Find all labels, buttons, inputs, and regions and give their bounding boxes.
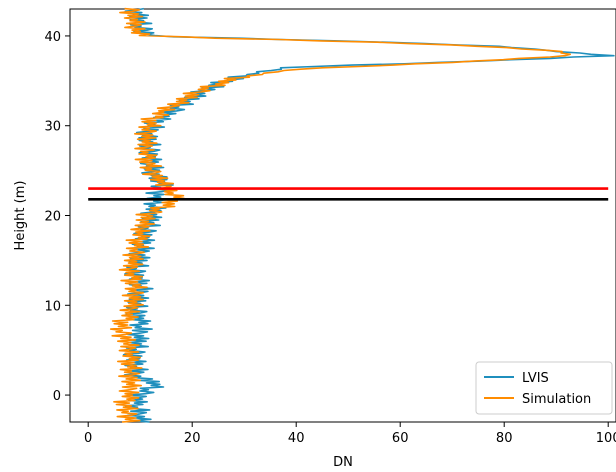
x-tick-label: 100 — [596, 431, 616, 446]
y-tick-label: 0 — [53, 389, 61, 404]
x-tick-label: 0 — [84, 431, 92, 446]
legend-box — [475, 361, 613, 415]
x-tick-label: 80 — [496, 431, 513, 446]
x-axis-label: DN — [333, 455, 353, 470]
legend-label-lvis: LVIS — [522, 371, 549, 386]
y-axis-label: Height (m) — [13, 181, 28, 251]
series-line-simulation — [109, 7, 572, 423]
y-tick-label: 20 — [44, 210, 61, 225]
x-tick-label: 40 — [288, 431, 305, 446]
y-tick-label: 40 — [44, 30, 61, 45]
x-tick-label: 60 — [392, 431, 409, 446]
legend-label-simulation: Simulation — [522, 392, 591, 407]
y-tick-label: 10 — [44, 299, 61, 314]
x-tick-label: 20 — [184, 431, 201, 446]
legend: LVIS Simulation — [475, 361, 613, 415]
y-tick-label: 30 — [44, 120, 61, 135]
